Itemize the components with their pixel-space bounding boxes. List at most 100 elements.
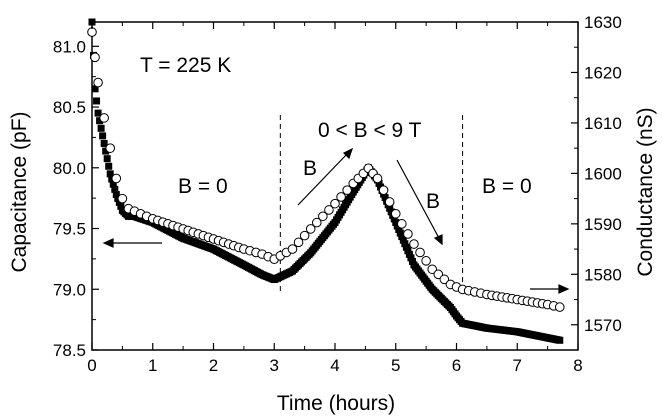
arrow-field-down	[396, 159, 441, 241]
capacitance-point	[401, 240, 409, 248]
conductance-point	[403, 229, 413, 239]
conductance-point	[117, 193, 128, 204]
capacitance-point	[109, 180, 117, 188]
b-ramp-up-label: B	[303, 157, 317, 180]
conductance-point	[105, 143, 116, 153]
y-tick-label: 80.0	[53, 159, 86, 178]
conductance-point	[384, 197, 395, 207]
b-range-label: 0 < B < 9 T	[318, 119, 422, 142]
conductance-point	[318, 211, 328, 222]
conductance-point	[427, 264, 438, 275]
annotation-arrows	[102, 147, 570, 294]
arrow-field-up	[297, 152, 349, 206]
capacitance-point	[102, 147, 110, 155]
capacitance-point	[117, 202, 125, 210]
y2-tick-label: 1600	[584, 164, 622, 183]
x-tick-label: 2	[209, 356, 218, 375]
b-zero-left-label: B = 0	[178, 175, 228, 198]
conductance-point	[372, 173, 383, 184]
conductance-point	[287, 244, 298, 254]
conductance-point	[90, 52, 100, 63]
conductance-point	[415, 247, 425, 258]
b-ramp-down-label: B	[426, 190, 440, 213]
capacitance-point	[97, 124, 105, 132]
x-axis-title: Time (hours)	[277, 392, 395, 415]
x-tick-label: 8	[573, 356, 582, 375]
capacitance-series	[88, 18, 564, 344]
y2-tick-label: 1590	[584, 215, 622, 234]
conductance-point	[342, 185, 352, 196]
conductance-point	[397, 219, 407, 229]
capacitance-point	[91, 85, 99, 93]
x-tick-label: 6	[452, 356, 461, 375]
conductance-point	[111, 173, 122, 184]
conductance-point	[99, 113, 109, 123]
y-axis-ticks: 78.5 79.0 79.5 80.0 80.5 81.0	[53, 37, 99, 360]
capacitance-point	[398, 233, 406, 241]
y2-tick-label: 1630	[584, 13, 622, 32]
conductance-point	[433, 269, 444, 280]
capacitance-point	[93, 97, 101, 105]
x-tick-label: 3	[270, 356, 279, 375]
arrow-capacitance-axis-head	[102, 238, 114, 248]
capacitance-point	[386, 204, 394, 212]
capacitance-point	[556, 336, 564, 344]
conductance-point	[409, 239, 419, 249]
capacitance-point	[100, 139, 108, 147]
capacitance-point	[399, 236, 407, 244]
conductance-point	[390, 208, 401, 219]
conductance-point	[293, 237, 304, 248]
y-tick-label: 79.5	[53, 220, 86, 239]
conductance-point	[324, 205, 334, 215]
conductance-point	[305, 224, 316, 234]
arrow-field-down-head	[433, 234, 443, 246]
conductance-point	[93, 77, 103, 88]
y2-tick-label: 1610	[584, 114, 622, 133]
capacitance-point	[393, 222, 401, 230]
y-tick-label: 79.0	[53, 280, 86, 299]
conductance-point	[330, 198, 340, 209]
conductance-point	[421, 256, 431, 266]
capacitance-point	[99, 132, 107, 140]
capacitance-point	[396, 229, 404, 237]
conductance-point	[378, 185, 389, 196]
y-axis-title: Capacitance (pF)	[8, 111, 31, 272]
conductance-point	[336, 192, 346, 202]
x-tick-label: 7	[513, 356, 522, 375]
capacitance-point	[404, 247, 412, 255]
temperature-label: T = 225 K	[140, 54, 231, 77]
y2-tick-label: 1620	[584, 63, 622, 82]
capacitance-point	[111, 185, 119, 193]
conductance-point	[311, 217, 322, 228]
y-tick-label: 78.5	[53, 341, 86, 360]
capacitance-point	[390, 215, 398, 223]
capacitance-point	[105, 162, 113, 170]
y2-tick-label: 1570	[584, 316, 622, 335]
capacitance-point	[408, 257, 416, 265]
y2-tick-label: 1580	[584, 265, 622, 284]
y2-axis-title: Conductance (nS)	[634, 107, 657, 276]
capacitance-point	[395, 226, 403, 234]
x-tick-label: 5	[391, 356, 400, 375]
magnetic-field-boundary-lines	[279, 115, 464, 295]
x-tick-label: 1	[148, 356, 157, 375]
capacitance-point	[106, 170, 114, 178]
y-tick-label: 81.0	[53, 37, 86, 56]
conductance-point	[439, 274, 450, 285]
capacitance-point	[405, 250, 413, 258]
capacitance-point	[402, 243, 410, 251]
x-tick-label: 4	[330, 356, 339, 375]
capacitance-point	[392, 218, 400, 226]
conductance-point	[554, 302, 565, 312]
capacitance-point	[381, 194, 389, 202]
capacitance-point	[94, 109, 102, 117]
b-zero-right-label: B = 0	[482, 175, 532, 198]
arrow-conductance-axis-head	[558, 284, 570, 294]
capacitance-point	[96, 117, 104, 125]
x-axis-ticks: 0 1 2 3 4 5 6 7 8	[87, 22, 583, 375]
capacitance-point	[112, 191, 120, 199]
capacitance-point	[103, 155, 111, 163]
capacitance-point	[387, 208, 395, 216]
y2-axis-ticks: 1570 1580 1590 1600 1610 1620 1630	[571, 13, 622, 351]
